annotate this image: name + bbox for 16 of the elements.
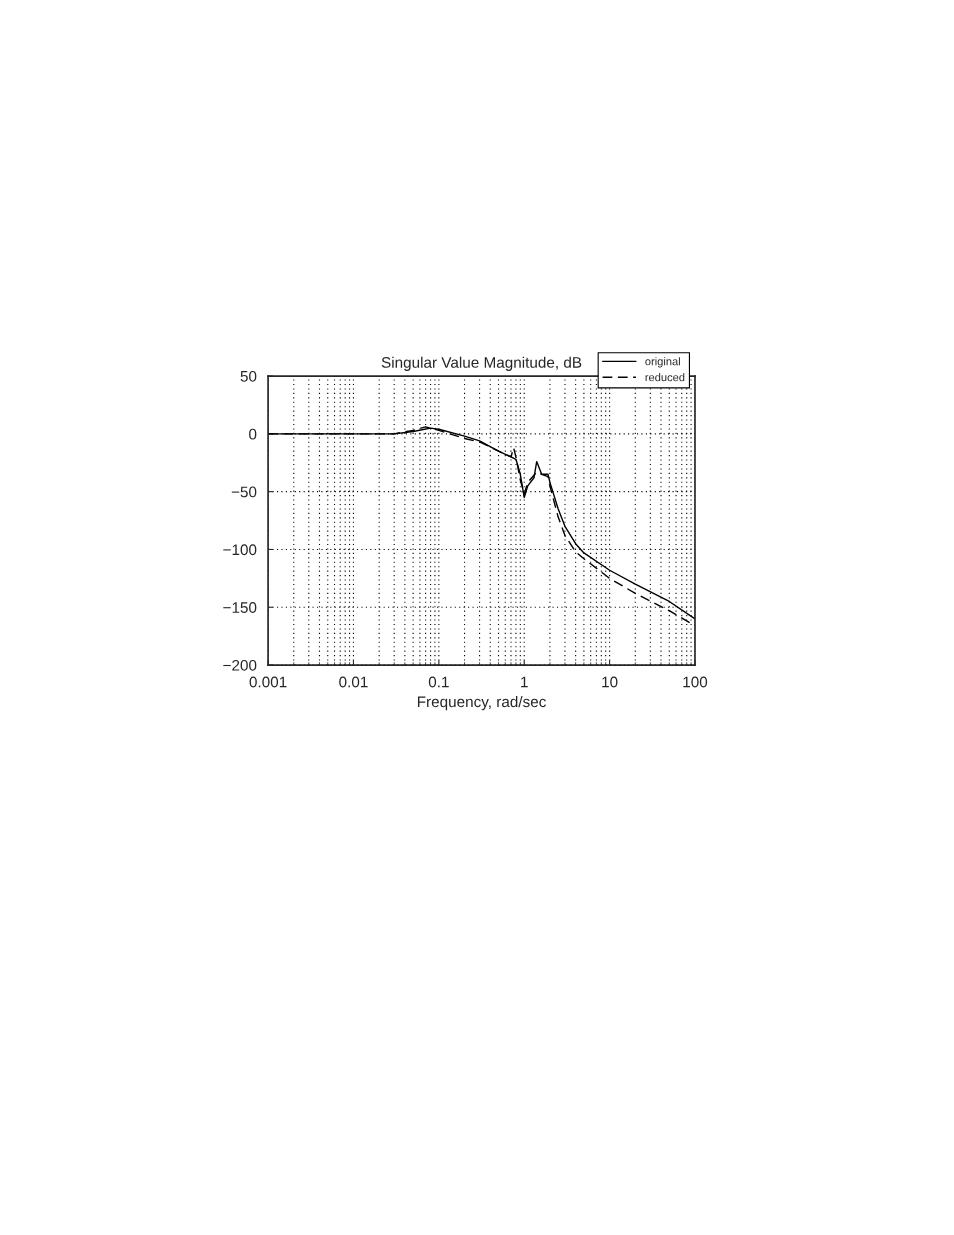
x-tick-label: 1: [521, 676, 528, 688]
y-tick-label: −150: [223, 602, 257, 613]
x-tick-label: 0.001: [249, 676, 287, 688]
y-tick-label: −50: [231, 486, 257, 498]
y-tick-label: 0: [249, 428, 257, 440]
x-tick-label: 0.1: [428, 676, 449, 688]
x-tick-label: 0.01: [339, 676, 368, 688]
legend-label: original: [645, 357, 680, 368]
x-tick-label: 100: [683, 676, 708, 688]
chart-title: Singular Value Magnitude, dB: [381, 356, 582, 371]
legend-label: reduced: [645, 373, 685, 382]
x-tick-label: 10: [602, 676, 618, 688]
y-tick-label: 50: [240, 370, 257, 382]
y-tick-label: −100: [223, 544, 257, 556]
x-axis-title: Frequency, rad/sec: [417, 695, 546, 711]
y-tick-label: −200: [223, 659, 257, 671]
